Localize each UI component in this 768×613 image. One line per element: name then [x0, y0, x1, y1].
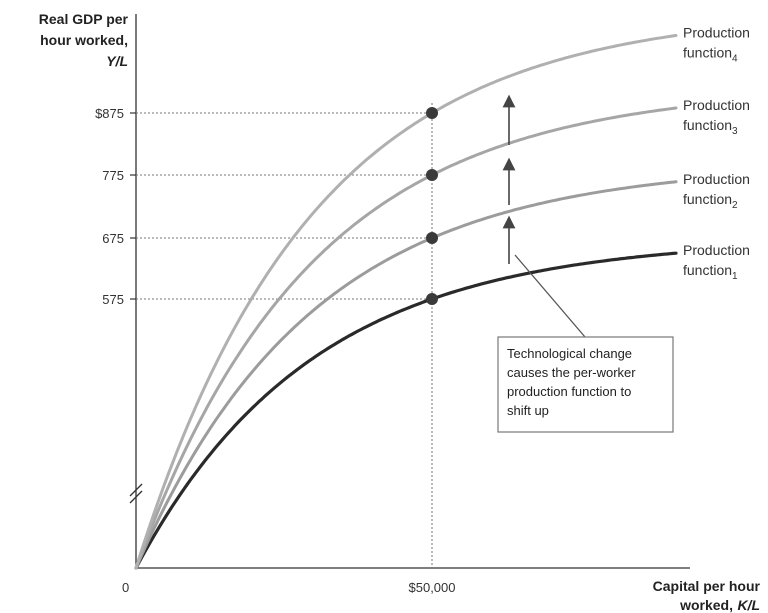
curve-label-function-4: function4 [683, 44, 738, 64]
curve-label-function-2: function2 [683, 191, 738, 211]
y-tick-label-2: 675 [102, 231, 124, 246]
origin-label: 0 [122, 580, 129, 595]
tick-point-4 [426, 107, 438, 119]
tick-point-2 [426, 232, 438, 244]
y-ticks: 575 675 775 $875 [95, 106, 432, 307]
annotation-box [497, 336, 674, 433]
y-tick-label-3: 775 [102, 168, 124, 183]
tick-point-1 [426, 293, 438, 305]
y-axis-label-symbol: Y/L [106, 53, 128, 69]
production-function-curve-1 [134, 251, 678, 570]
curve-labels: Production function1 Production function2 Pr… [683, 24, 750, 282]
annotation-line-3: production function to [507, 384, 631, 399]
annotation-line-4: shift up [507, 403, 549, 418]
y-axis-label-line-1: Real GDP per [39, 11, 129, 27]
x-axis-label-line-2: worked, [679, 597, 733, 613]
production-function-curve-4 [134, 34, 678, 570]
y-tick-label-1: 575 [102, 292, 124, 307]
curve-label-main-3: Production [683, 97, 750, 113]
y-tick-label-4: $875 [95, 106, 124, 121]
annotation-callout: Technological change causes the per-work… [497, 254, 674, 433]
production-function-curve-3 [134, 106, 678, 570]
y-axis-label-line-2: hour worked, [40, 32, 128, 48]
points [426, 107, 438, 305]
annotation-line-2: causes the per-worker [507, 365, 636, 380]
production-function-curve-2 [134, 180, 678, 570]
annotation-pointer [514, 254, 586, 338]
curve-label-function-3: function3 [683, 117, 738, 137]
x-axis-label-symbol: K/L [737, 597, 760, 613]
curve-label-main-1: Production [683, 242, 750, 258]
curve-label-function-1: function1 [683, 262, 738, 282]
annotation-line-1: Technological change [507, 346, 632, 361]
curves [134, 34, 678, 570]
tick-point-3 [426, 169, 438, 181]
x-tick-label: $50,000 [409, 580, 456, 595]
curve-label-main-4: Production [683, 24, 750, 40]
x-axis-label-line-1: Capital per hour [653, 578, 761, 594]
axis-break-mark [129, 483, 143, 504]
curve-label-main-2: Production [683, 171, 750, 187]
